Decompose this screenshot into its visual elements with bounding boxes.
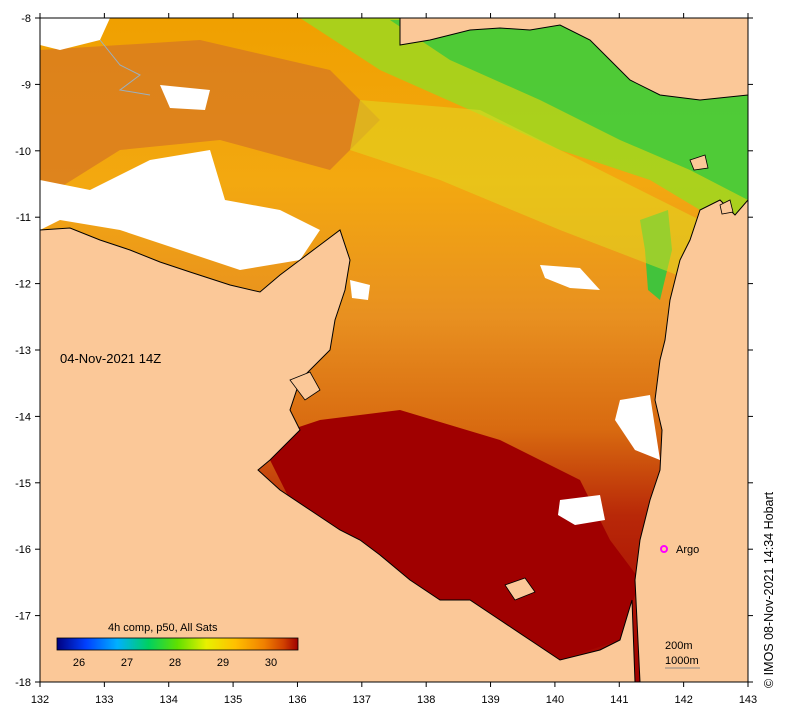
lat-tick-label: -13 xyxy=(15,345,31,357)
lat-tick-label: -18 xyxy=(15,677,31,689)
sst-south-hot-region xyxy=(260,410,640,660)
lon-tick-label: 138 xyxy=(417,694,435,706)
island-west xyxy=(289,371,321,401)
argo-label: Argo xyxy=(676,544,699,556)
land-arnhem xyxy=(40,227,636,682)
lat-tick-label: -15 xyxy=(15,478,31,490)
island-east-small xyxy=(719,199,734,215)
lon-tick-label: 136 xyxy=(288,694,306,706)
date-label: 04-Nov-2021 14Z xyxy=(60,351,161,366)
scale-200m: 200m xyxy=(665,640,693,652)
no-data-east-patch xyxy=(615,395,660,460)
argo-marker xyxy=(660,545,668,553)
no-data-central-east xyxy=(540,265,600,290)
colorbar-tick-label: 28 xyxy=(169,657,181,669)
no-data-nw-patch xyxy=(160,85,210,110)
lon-tick-label: 132 xyxy=(31,694,49,706)
river-lines xyxy=(99,39,151,96)
colorbar-tick-label: 29 xyxy=(217,657,229,669)
lat-tick-label: -8 xyxy=(21,13,31,25)
lat-tick-label: -17 xyxy=(15,611,31,623)
longitude-axis: 132 133 134 135 136 137 138 139 140 141 142 143 xyxy=(31,13,757,706)
sst-yellow-transition xyxy=(350,100,700,280)
lon-tick-label: 140 xyxy=(546,694,564,706)
lat-tick-label: -12 xyxy=(15,279,31,291)
colorbar-tick-label: 26 xyxy=(73,657,85,669)
lon-tick-label: 139 xyxy=(481,694,499,706)
lon-tick-label: 137 xyxy=(353,694,371,706)
no-data-southeast xyxy=(558,495,605,525)
land-north-png xyxy=(399,18,748,101)
lon-tick-label: 135 xyxy=(224,694,242,706)
lat-tick-label: -9 xyxy=(21,79,31,91)
lat-tick-label: -10 xyxy=(15,146,31,158)
island-gulf-south xyxy=(504,577,536,601)
land-cape-york xyxy=(634,199,748,682)
colorbar-tick-label: 30 xyxy=(265,657,277,669)
no-data-west xyxy=(40,150,320,270)
island-north-strait xyxy=(689,154,709,171)
colorbar xyxy=(56,637,299,651)
lon-tick-label: 133 xyxy=(95,694,113,706)
colorbar-title: 4h comp, p50, All Sats xyxy=(108,622,218,634)
latitude-axis: -8 -9 -10 -11 -12 -13 -14 -15 -16 -17 -18 xyxy=(15,13,753,689)
lat-tick-label: -16 xyxy=(15,544,31,556)
no-data-nw-speckle xyxy=(40,18,110,50)
colorbar-ticks: 26 27 28 29 30 xyxy=(73,657,277,669)
scale-1000m: 1000m xyxy=(665,655,699,667)
colorbar-tick-label: 27 xyxy=(121,657,133,669)
lat-tick-label: -14 xyxy=(15,411,31,423)
no-data-small-west xyxy=(350,280,370,300)
lon-tick-label: 134 xyxy=(160,694,178,706)
lat-tick-label: -11 xyxy=(16,212,31,224)
lon-tick-label: 143 xyxy=(739,694,757,706)
sst-nw-warm-patch xyxy=(40,40,380,200)
lon-tick-label: 141 xyxy=(610,694,628,706)
credit-text: © IMOS 08-Nov-2021 14:34 Hobart xyxy=(762,491,776,688)
lon-tick-label: 142 xyxy=(674,694,692,706)
